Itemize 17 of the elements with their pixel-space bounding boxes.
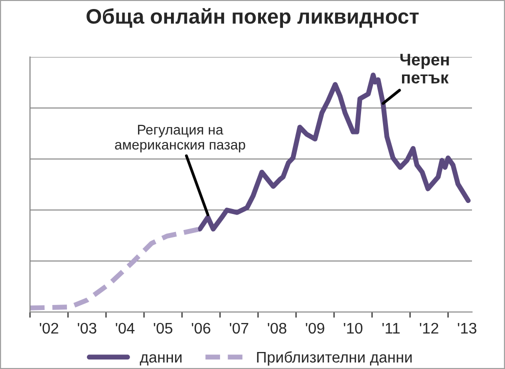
x-tick-label: '09 [306,322,324,334]
x-tick-label: '06 [192,322,210,334]
legend-label: данни [140,354,182,366]
x-tick-label: '02 [40,322,58,334]
x-tick-label: '08 [268,322,286,334]
x-tick-label: '10 [344,322,362,334]
x-tick-label: '04 [116,322,135,334]
x-tick-label: '12 [420,322,438,334]
x-tick-label: '13 [458,322,476,334]
annotation: Регулация на американския пазар [115,124,246,152]
x-tick-label: '07 [230,322,248,334]
x-tick-label: '11 [382,322,400,334]
x-tick-label: '05 [154,322,172,334]
annotation: Черен петък [400,54,449,84]
chart-title: Обща онлайн покер ликвидност [86,8,419,28]
legend-label: Приблизителни данни [257,351,412,366]
x-tick-label: '03 [78,322,96,334]
